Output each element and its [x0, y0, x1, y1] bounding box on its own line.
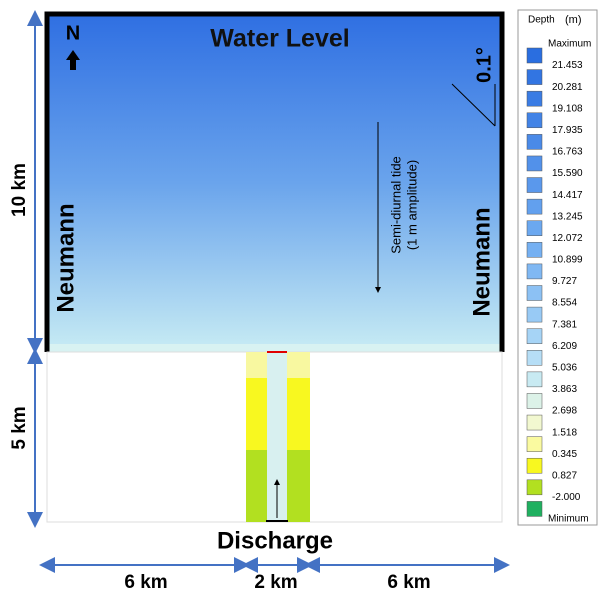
legend-unit: (m): [565, 14, 582, 26]
tide-label: (1 m amplitude): [404, 160, 419, 250]
legend-swatch: [526, 501, 543, 517]
legend-label: 10.899: [552, 255, 583, 266]
dimension-label: 6 km: [387, 572, 430, 591]
legend-swatch: [526, 155, 543, 172]
legend-swatch: [526, 177, 543, 193]
legend-swatch: [526, 198, 543, 215]
legend-label: 7.381: [552, 319, 577, 330]
legend-label: 9.727: [552, 276, 577, 287]
dimension-label: 2 km: [254, 572, 297, 591]
slope-line: [451, 83, 496, 127]
channel: [267, 352, 287, 522]
boundary-label: Neumann: [52, 203, 79, 312]
boundary-label: Neumann: [468, 207, 495, 316]
legend-label: -2.000: [552, 492, 581, 503]
legend-label: 6.209: [552, 341, 577, 352]
legend-label: 14.417: [552, 190, 583, 201]
legend-label: 16.763: [552, 147, 583, 158]
dimension-label: 5 km: [9, 406, 30, 449]
legend-swatch: [526, 220, 543, 236]
legend-title: Depth: [528, 15, 555, 26]
legend-swatch: [526, 69, 543, 85]
tide-label: Semi-diurnal tide: [388, 156, 403, 254]
basin: [47, 14, 502, 352]
legend-label: 17.935: [552, 125, 583, 136]
discharge-label: Discharge: [217, 527, 333, 554]
legend-label: 19.108: [552, 103, 583, 114]
label-bg: [8, 400, 34, 456]
legend-swatch: [526, 414, 543, 431]
legend-swatch: [526, 457, 543, 474]
legend-swatch: [526, 90, 543, 107]
legend-swatch: [526, 285, 543, 301]
legend-swatch: [526, 263, 543, 280]
legend-label: 21.453: [552, 60, 583, 71]
legend: Depth (m) Maximum 21.453 20.281 19.108 17.93…: [517, 9, 598, 526]
north-arrow: [66, 50, 80, 70]
legend-label: Maximum: [548, 39, 591, 50]
title: Water Level: [210, 25, 349, 53]
dimension-label: 6 km: [124, 572, 167, 591]
legend-swatch: [526, 393, 543, 409]
legend-swatch: [526, 350, 543, 366]
legend-label: 20.281: [552, 82, 583, 93]
legend-swatch: [526, 242, 543, 258]
legend-label: 0.827: [552, 470, 577, 481]
dimension-label: 10 km: [9, 163, 30, 217]
legend-label: 13.245: [552, 211, 583, 222]
legend-label: 3.863: [552, 384, 577, 395]
legend-swatch: [526, 112, 543, 129]
legend-swatch: [526, 328, 543, 344]
legend-swatch: [526, 436, 543, 452]
legend-label: 8.554: [552, 298, 577, 309]
slope-label: 0.1°: [473, 47, 495, 83]
legend-swatch: [526, 479, 543, 496]
legend-label: 15.590: [552, 168, 583, 179]
legend-swatch: [526, 306, 543, 323]
north-label: N: [66, 22, 80, 44]
basin-edge: [47, 344, 502, 352]
legend-label: 1.518: [552, 427, 577, 438]
legend-swatch: [526, 47, 543, 64]
legend-label: Minimum: [548, 514, 589, 525]
label-bg: [8, 160, 34, 220]
legend-label: 12.072: [552, 233, 583, 244]
legend-label: 2.698: [552, 406, 577, 417]
legend-label: 0.345: [552, 449, 577, 460]
legend-label: 5.036: [552, 363, 577, 374]
boundary: [44, 11, 505, 352]
legend-swatch: [526, 134, 543, 150]
legend-swatch: [526, 371, 543, 388]
